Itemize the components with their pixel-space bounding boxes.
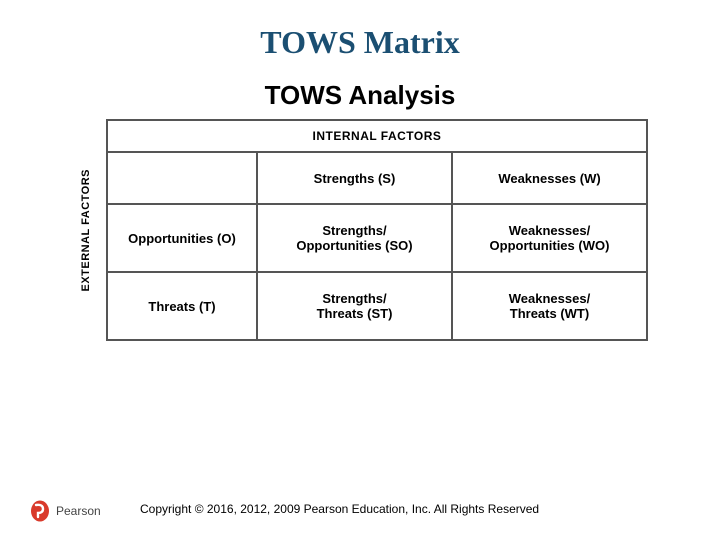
tows-table: INTERNAL FACTORS Strengths (S) Weaknesse… [106,119,648,341]
row-header-threats: Threats (T) [107,272,257,340]
pearson-logo-text: Pearson [56,504,101,518]
external-factors-label: EXTERNAL FACTORS [80,169,92,292]
internal-factors-label: INTERNAL FACTORS [107,120,647,152]
empty-corner-cell [107,152,257,204]
pearson-logo-icon [30,500,50,522]
analysis-block: TOWS Analysis EXTERNAL FACTORS INTERNAL … [60,80,660,341]
pearson-logo: Pearson [30,500,101,522]
matrix-container: EXTERNAL FACTORS INTERNAL FACTORS Streng… [60,119,660,341]
copyright-text: Copyright © 2016, 2012, 2009 Pearson Edu… [140,502,539,516]
row-header-opportunities: Opportunities (O) [107,204,257,272]
col-header-weaknesses: Weaknesses (W) [452,152,647,204]
cell-st: Strengths/Threats (ST) [257,272,452,340]
cell-so: Strengths/Opportunities (SO) [257,204,452,272]
analysis-heading: TOWS Analysis [60,80,660,111]
cell-wo: Weaknesses/Opportunities (WO) [452,204,647,272]
col-header-strengths: Strengths (S) [257,152,452,204]
cell-wt: Weaknesses/Threats (WT) [452,272,647,340]
slide-title: TOWS Matrix [0,24,720,61]
external-factors-label-col: EXTERNAL FACTORS [72,119,100,341]
